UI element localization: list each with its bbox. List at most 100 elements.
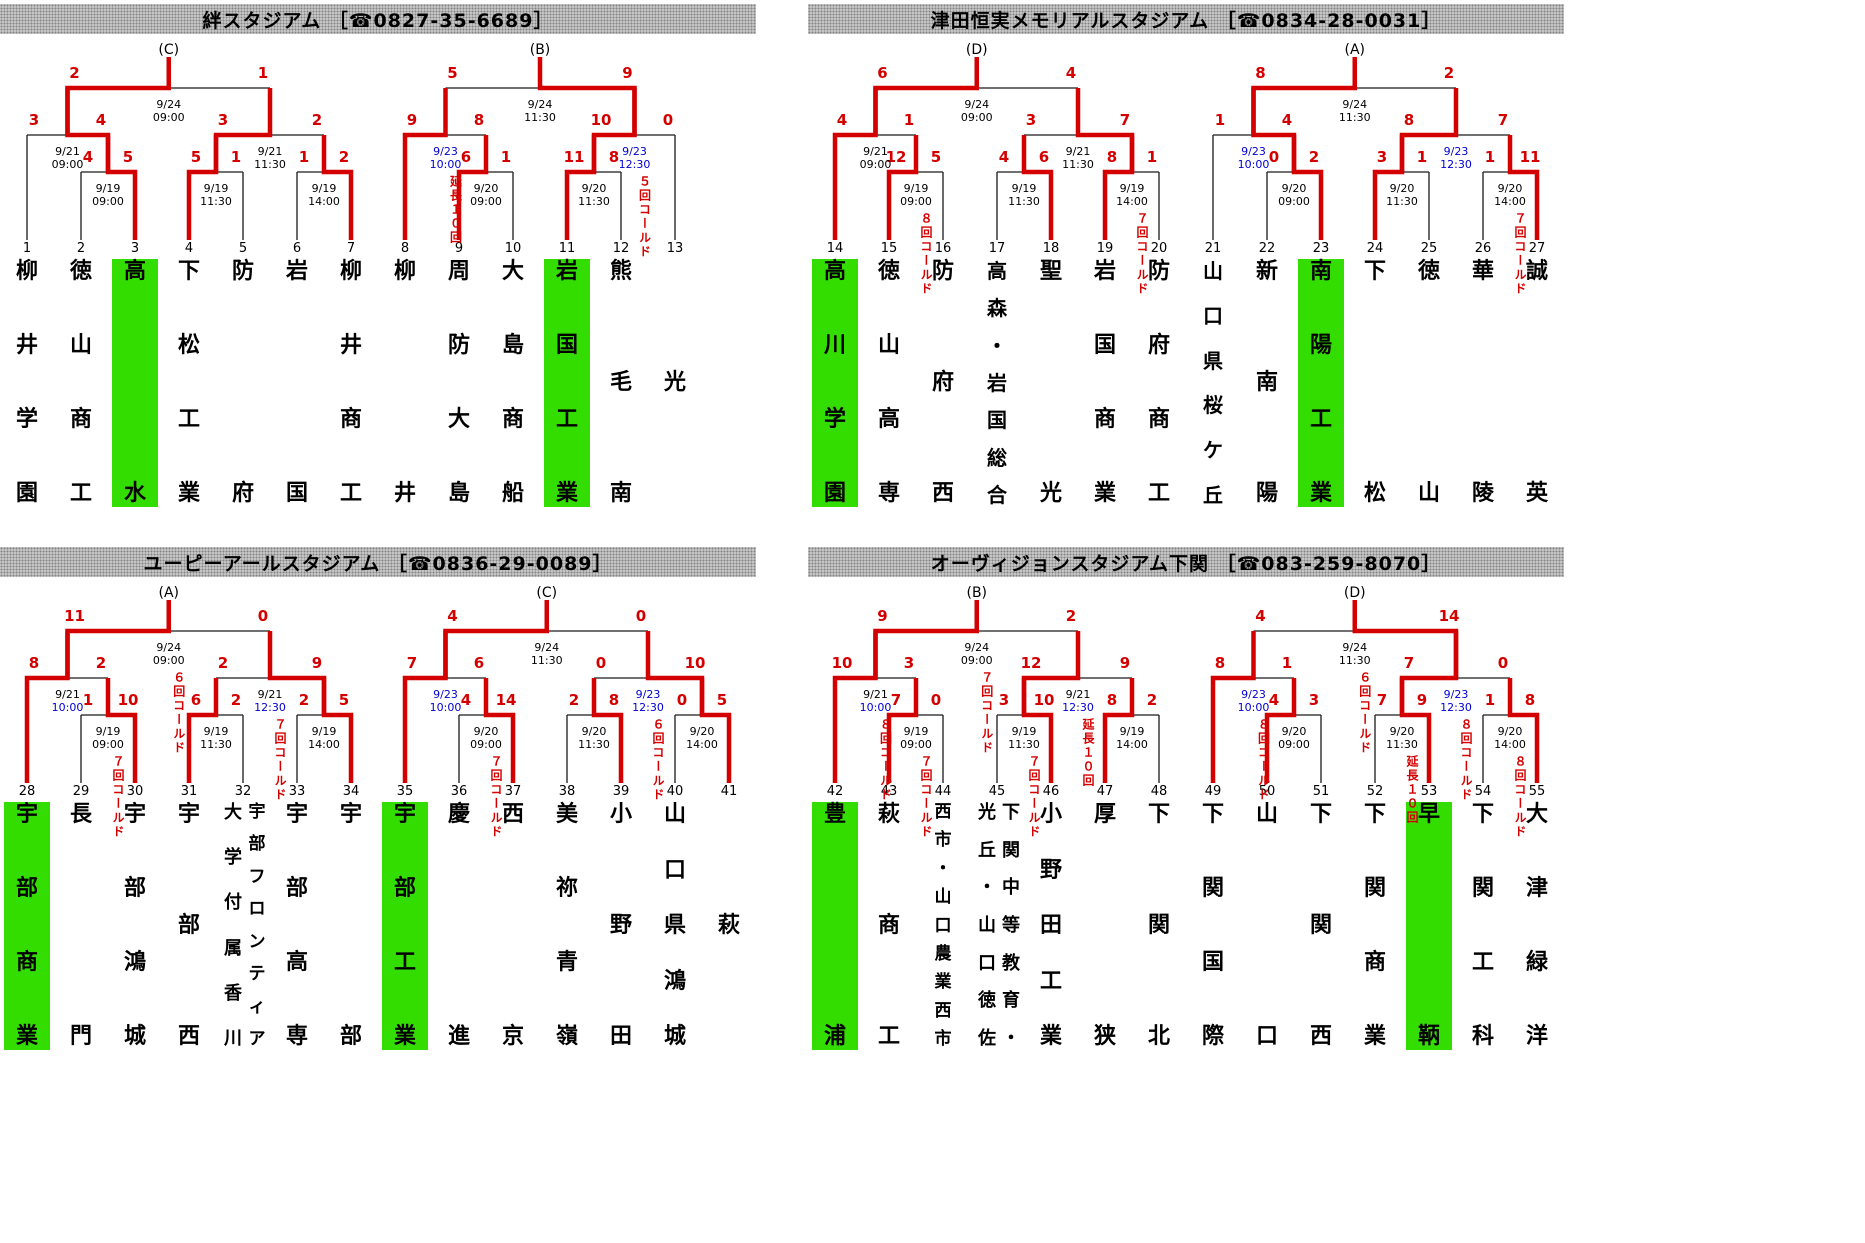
team-name: 熊毛南 (608, 261, 634, 505)
team-seed: 48 (1150, 784, 1168, 799)
game-score: 6 (877, 64, 888, 82)
name-char: 井 (339, 333, 362, 358)
advance-highlight (812, 802, 858, 1050)
team-name: 下関商業 (1362, 804, 1388, 1048)
name-char: 船 (501, 481, 524, 506)
game-score: 4 (95, 111, 107, 129)
bracket-tree (832, 600, 1540, 783)
game-date: 9/19 (311, 725, 337, 738)
game-datetime: 9/23 12:30 (1424, 145, 1488, 171)
name-char: 英 (1525, 481, 1548, 506)
name-char: 岩 (1093, 259, 1116, 284)
game-note: ５回コールド (637, 175, 652, 259)
team-name: 柳井学園 (14, 261, 40, 505)
team-seed: 26 (1474, 241, 1492, 256)
name-char: 大 (1525, 802, 1548, 827)
team-name: 岩国商業 (1092, 261, 1118, 505)
team-seed: 39 (612, 784, 630, 799)
team-name: 下関北 (1146, 804, 1172, 1048)
team-seed: 28 (18, 784, 36, 799)
team-name: 西京 (500, 804, 526, 1048)
team-name: 宇部商業 (14, 804, 40, 1048)
game-score: 1 (298, 148, 310, 166)
game-date: 9/20 (1497, 182, 1523, 195)
team-name: 豊浦 (822, 804, 848, 1048)
team-name: 萩商工 (876, 804, 902, 1048)
semifinal-slot-label: (C) (158, 42, 180, 58)
name-char: 光 (663, 370, 686, 395)
name-char: 宇 (393, 802, 416, 827)
game-note: ７回コールド (273, 718, 287, 802)
game-note: ７回コールド (111, 755, 125, 839)
name-char: 園 (823, 481, 846, 506)
name-char: 工 (877, 1024, 900, 1049)
game-score: 1 (1146, 148, 1158, 166)
game-score: 8 (1106, 691, 1118, 709)
name-char: 山 (1255, 802, 1278, 827)
game-score: 0 (676, 691, 688, 709)
name-char: 山 (1417, 481, 1440, 506)
winner-path (213, 88, 273, 172)
name-char: 華 (1471, 259, 1494, 284)
game-datetime: 9/23 10:00 (414, 145, 478, 171)
name-char: 業 (1093, 481, 1116, 506)
game-score: 7 (890, 691, 902, 709)
name-char: 岩 (285, 259, 308, 284)
game-date: 9/23 (1241, 145, 1266, 158)
game-datetime: 9/20 11:30 (1370, 725, 1434, 751)
advance-highlight (544, 259, 590, 507)
name-char: ケ (1203, 438, 1223, 463)
game-score: 2 (1443, 64, 1455, 82)
team-name: 小野田工業 (1038, 804, 1064, 1048)
name-char: 工 (339, 481, 362, 506)
name-char: 口 (934, 915, 952, 936)
game-note: ６回コールド (651, 718, 665, 802)
winner-path (873, 57, 979, 135)
name-char: 陽 (1309, 333, 1332, 358)
game-score: 8 (28, 654, 40, 672)
game-score: 1 (257, 64, 269, 82)
game-score: 9 (406, 111, 418, 129)
team-seed: 11 (558, 241, 576, 256)
name-char: 光 (1039, 481, 1062, 506)
team-name: 柳井商工 (338, 261, 364, 505)
game-score: 2 (230, 691, 242, 709)
game-datetime: 9/20 11:30 (562, 725, 626, 751)
winner-path (645, 631, 705, 715)
game-time: 11:30 (1008, 195, 1040, 208)
name-char: 国 (555, 333, 578, 358)
winner-path (483, 678, 516, 783)
name-char: 進 (447, 1024, 470, 1049)
team-name: 慶進 (446, 804, 472, 1048)
name-char: 島 (501, 333, 524, 358)
team-seed: 16 (934, 241, 952, 256)
game-score: 4 (447, 607, 458, 625)
team-seed: 8 (400, 241, 410, 256)
game-date: 9/21 (55, 688, 80, 701)
name-char: 南 (1309, 259, 1332, 284)
game-date: 9/21 (1065, 145, 1091, 158)
name-char: 陵 (1471, 481, 1494, 506)
name-char: 岩 (987, 370, 1007, 395)
game-time: 10:00 (429, 158, 462, 171)
name-char: 業 (393, 1024, 416, 1049)
team-name: 下松工業 (176, 261, 202, 505)
game-datetime: 9/23 12:30 (1424, 688, 1488, 714)
game-date: 9/20 (689, 725, 715, 738)
team-name: 柳井 (392, 261, 418, 505)
name-char: 商 (15, 950, 38, 975)
team-name: 防府 (230, 261, 256, 505)
name-char: 商 (339, 407, 362, 432)
team-name: 美祢青嶺 (554, 804, 580, 1048)
winner-path (1021, 135, 1054, 240)
name-char: 商 (1363, 950, 1386, 975)
team-name: 華陵 (1470, 261, 1496, 505)
name-char: 丘 (978, 839, 996, 861)
game-datetime: 9/20 09:00 (1262, 725, 1326, 751)
team-name: 大島商船 (500, 261, 526, 505)
semifinal-slot-label: (B) (529, 42, 551, 58)
team-name: 宇部鴻城 (122, 804, 148, 1048)
name-char: 属 (224, 937, 242, 959)
team-seed: 29 (72, 784, 90, 799)
